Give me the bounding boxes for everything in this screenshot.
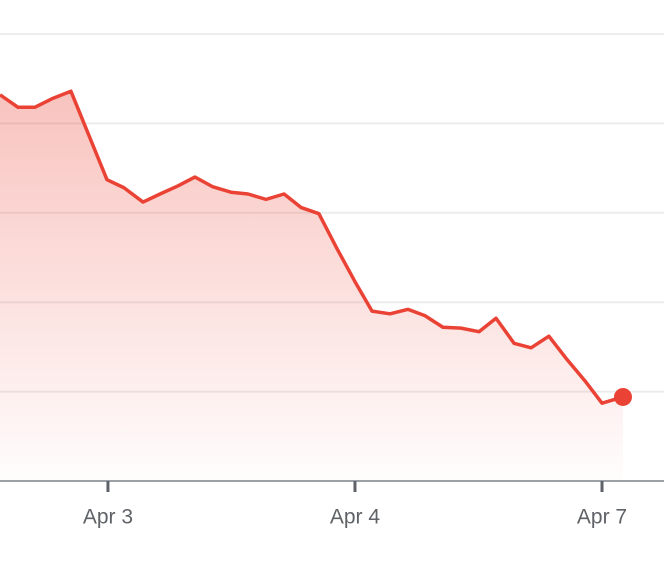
last-point [613, 387, 632, 406]
price-line [0, 89, 624, 405]
x-tick-label: Apr 3 [83, 506, 133, 529]
x-tick-label: Apr 4 [330, 506, 381, 529]
area-fill [0, 91, 623, 482]
x-tick-label: Apr 7 [577, 506, 627, 529]
